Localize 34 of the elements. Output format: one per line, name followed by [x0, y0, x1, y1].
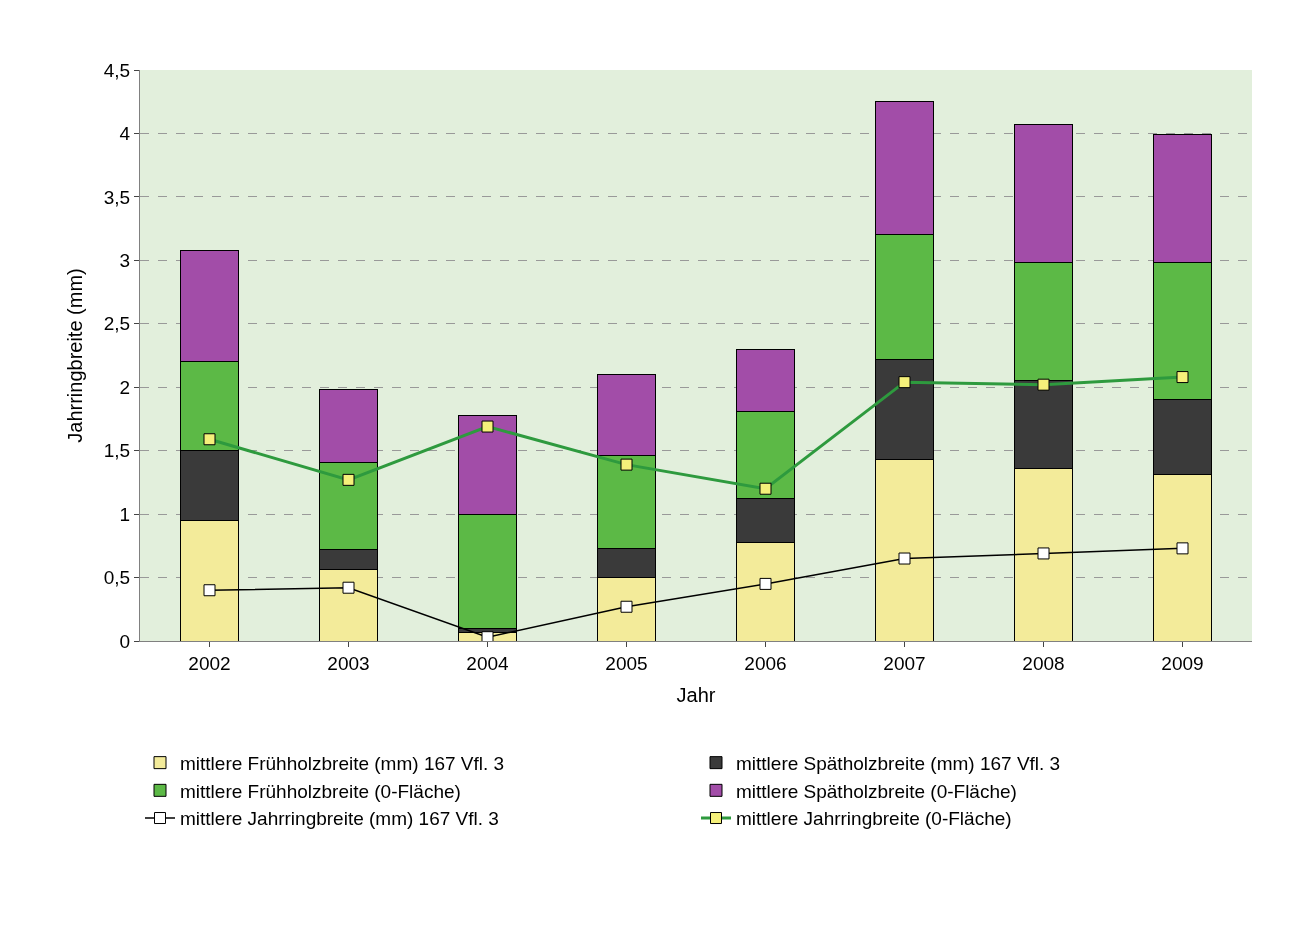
- legend-label: mittlere Spätholzbreite (mm) 167 Vfl. 3: [736, 753, 1061, 775]
- legend-label: mittlere Jahrringbreite (mm) 167 Vfl. 3: [180, 808, 499, 830]
- x-tick-label: 2004: [466, 652, 510, 674]
- y-tick-label: 1: [119, 503, 131, 525]
- point: [898, 552, 911, 565]
- y-tick-label: 4: [119, 123, 131, 145]
- y-tick-label: 1,5: [103, 440, 131, 462]
- x-tick-label: 2007: [883, 652, 926, 674]
- legend-label: mittlere Frühholzbreite (mm) 167 Vfl. 3: [180, 753, 505, 775]
- y-tick-label: 4,5: [103, 59, 131, 81]
- legend-label: mittlere Jahrringbreite (0-Fläche): [736, 808, 1012, 830]
- point: [1176, 542, 1189, 555]
- point: [481, 631, 494, 641]
- x-tick-label: 2008: [1022, 652, 1065, 674]
- point: [620, 600, 633, 613]
- y-tick-label: 2,5: [103, 313, 131, 335]
- legend-label: mittlere Frühholzbreite (0-Fläche): [180, 780, 461, 802]
- x-tick-label: 2002: [188, 652, 231, 674]
- y-tick-label: 3,5: [103, 186, 131, 208]
- y-tick-label: 3: [119, 249, 131, 271]
- x-tick-label: 2009: [1161, 652, 1204, 674]
- point: [759, 577, 772, 590]
- x-tick-label: 2003: [327, 652, 370, 674]
- point: [203, 584, 216, 597]
- point: [342, 581, 355, 594]
- y-tick-label: 0: [119, 630, 131, 652]
- x-axis-title: Jahr: [676, 684, 716, 707]
- y-axis-title: Jahrringbreite (mm): [64, 268, 87, 443]
- x-tick-label: 2006: [744, 652, 787, 674]
- y-tick-label: 2: [119, 376, 131, 398]
- x-tick-label: 2005: [605, 652, 648, 674]
- y-tick-label: 0,5: [103, 567, 131, 589]
- point: [1037, 547, 1050, 560]
- legend-label: mittlere Spätholzbreite (0-Fläche): [736, 780, 1017, 802]
